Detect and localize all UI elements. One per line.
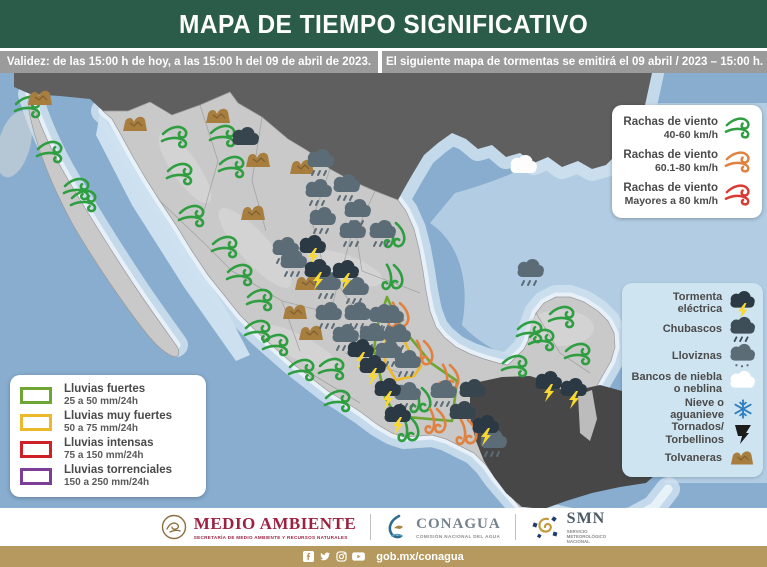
rain-title: Lluvias fuertes: [64, 383, 146, 396]
rain-swatch-red: [20, 440, 52, 458]
symbol-label: aguanieve: [670, 408, 724, 421]
wind-range: 60.1-80 km/h: [654, 162, 718, 175]
rain-title: Lluvias muy fuertes: [64, 410, 173, 423]
semarnat-logo: MEDIO AMBIENTE SECRETARÍA DE MEDIO AMBIE…: [161, 514, 356, 540]
usa-landmass: [14, 73, 652, 200]
symbol-row: Nieve o aguanieve: [626, 397, 755, 421]
symbol-row: Bancos de niebla o neblina: [626, 370, 755, 396]
symbol-row: Tormenta eléctrica: [626, 290, 755, 316]
conagua-wordmark: CONAGUA: [416, 515, 501, 532]
symbol-label: Bancos de niebla: [631, 370, 722, 383]
rain-range: 150 a 250 mm/24h: [64, 477, 150, 489]
rain-swatch-green: [20, 387, 52, 405]
symbol-label: Tornados/: [671, 421, 724, 434]
wind-label: Rachas de viento: [623, 182, 718, 195]
symbols-legend: Tormenta eléctrica Chubascos Lloviznas B…: [622, 283, 763, 477]
wind-gust-legend: Rachas de viento 40-60 km/h Rachas de vi…: [612, 105, 762, 218]
fog-cloud-icon: [729, 370, 755, 396]
rain-range: 75 a 150 mm/24h: [64, 450, 144, 462]
snowflake-icon: [734, 398, 752, 419]
validity-text: Validez: de las 15:00 h de hoy, a las 15…: [6, 56, 372, 68]
rain-legend-row: Lluvias fuertes 25 a 50 mm/24h: [20, 383, 196, 408]
rain-swatch-yellow: [20, 414, 52, 432]
rain-legend-row: Lluvias torrenciales 150 a 250 mm/24h: [20, 464, 196, 489]
symbol-label: Nieve o: [684, 396, 724, 409]
belize-landmass: [578, 390, 597, 441]
rainfall-legend: Lluvias fuertes 25 a 50 mm/24h Lluvias m…: [10, 375, 206, 497]
baja-california-landmass: [27, 92, 180, 358]
conagua-subtitle: COMISIÓN NACIONAL DEL AGUA: [416, 533, 501, 539]
tornado-icon: [735, 424, 751, 444]
smn-spiral-icon: [532, 516, 558, 539]
facebook-icon[interactable]: [303, 551, 315, 562]
rain-swatch-purple: [20, 467, 52, 485]
title-bar: MAPA DE TIEMPO SIGNIFICATIVO: [0, 0, 767, 48]
wind-legend-row: Rachas de viento 40-60 km/h: [620, 114, 754, 142]
symbol-row: Tornados/ Torbellinos: [626, 421, 755, 446]
instagram-icon[interactable]: [336, 551, 347, 562]
semarnat-subtitle: SECRETARÍA DE MEDIO AMBIENTE Y RECURSOS …: [193, 535, 348, 540]
symbol-label: Torbellinos: [665, 433, 724, 446]
eagle-seal-icon: [161, 514, 186, 540]
gobmx-url[interactable]: gob.mx/conagua: [376, 550, 464, 563]
symbol-label: Lloviznas: [671, 350, 722, 363]
social-bar: gob.mx/conagua: [0, 546, 767, 567]
symbol-row: Lloviznas: [626, 343, 755, 369]
conagua-wave-icon: [388, 514, 404, 539]
dust-icon: [730, 451, 754, 466]
rain-range: 50 a 75 mm/24h: [64, 423, 138, 435]
wind-gust-green-icon: [724, 117, 750, 139]
smn-subtitle: SERVICIO METEOROLÓGICO NACIONAL: [566, 528, 607, 545]
symbol-label: o neblina: [673, 382, 722, 395]
wind-range: Mayores a 80 km/h: [624, 195, 718, 208]
rain-title: Lluvias intensas: [64, 437, 154, 450]
shower-cloud-icon: [729, 316, 755, 342]
youtube-icon[interactable]: [352, 551, 366, 562]
smn-wordmark: SMN: [566, 509, 606, 527]
divider: [370, 514, 372, 540]
wind-range: 40-60 km/h: [663, 128, 718, 141]
lluvias-fuertes-area-outline: [372, 295, 459, 423]
storm-cloud-icon: [729, 290, 755, 316]
symbol-row: Chubascos: [626, 316, 755, 342]
conagua-logo: CONAGUA COMISIÓN NACIONAL DEL AGUA: [385, 514, 501, 540]
wind-legend-row: Rachas de viento 60.1-80 km/h: [620, 148, 754, 176]
rain-legend-row: Lluvias intensas 75 a 150 mm/24h: [20, 437, 196, 462]
validity-bar-left: Validez: de las 15:00 h de hoy, a las 15…: [0, 51, 378, 73]
wind-label: Rachas de viento: [623, 148, 718, 161]
rain-legend-row: Lluvias muy fuertes 50 a 75 mm/24h: [20, 410, 196, 435]
symbol-row: Tolvaneras: [626, 446, 755, 470]
next-issue-text: El siguiente mapa de tormentas se emitir…: [385, 56, 764, 68]
symbol-label: Tormenta eléctrica: [672, 290, 723, 315]
drizzle-cloud-icon: [729, 343, 755, 369]
semarnat-wordmark: MEDIO AMBIENTE: [193, 514, 357, 533]
page-title: MAPA DE TIEMPO SIGNIFICATIVO: [178, 8, 589, 39]
wind-gust-red-icon: [724, 184, 750, 206]
symbol-label: Chubascos: [662, 323, 722, 336]
symbol-label: Tolvaneras: [664, 452, 722, 465]
validity-bar-right: El siguiente mapa de tormentas se emitir…: [382, 51, 767, 73]
wind-legend-row: Rachas de viento Mayores a 80 km/h: [620, 181, 754, 209]
smn-logo: SMN SERVICIO METEOROLÓGICO NACIONAL: [530, 509, 607, 545]
wind-label: Rachas de viento: [623, 115, 718, 128]
wind-gust-orange-icon: [724, 150, 750, 173]
rain-range: 25 a 50 mm/24h: [64, 396, 138, 408]
divider: [514, 514, 516, 540]
central-america-landmass: [470, 376, 668, 508]
terrain-texture: [0, 111, 594, 372]
twitter-icon[interactable]: [319, 551, 331, 562]
footer-logo-bar: MEDIO AMBIENTE SECRETARÍA DE MEDIO AMBIE…: [0, 508, 767, 546]
rain-title: Lluvias torrenciales: [64, 464, 173, 477]
